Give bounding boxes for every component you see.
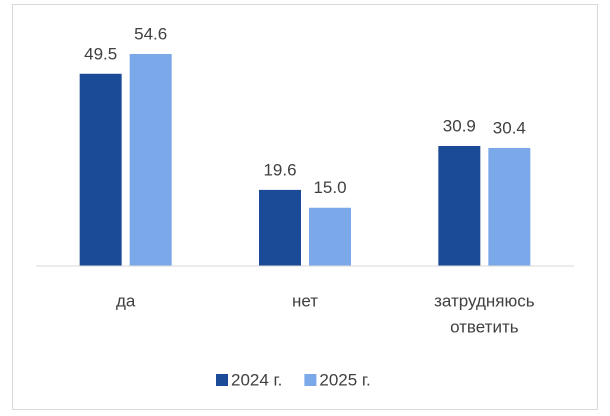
data-label: 49.5 xyxy=(84,44,117,63)
x-tick-label: затрудняюсь xyxy=(434,291,535,310)
legend-swatch xyxy=(216,374,228,386)
bar xyxy=(488,147,531,266)
data-label: 54.6 xyxy=(134,24,167,43)
data-label: 30.4 xyxy=(493,118,526,137)
bar xyxy=(309,207,351,266)
x-tick-label: нет xyxy=(292,291,318,310)
x-tick-label: ответить xyxy=(450,317,519,336)
data-label: 19.6 xyxy=(263,160,296,179)
bar xyxy=(79,73,122,267)
bar xyxy=(129,53,172,266)
data-label: 30.9 xyxy=(443,116,476,135)
legend-label: 2025 г. xyxy=(319,370,370,389)
x-tick-label: да xyxy=(116,291,136,310)
data-label: 15.0 xyxy=(313,178,346,197)
bar xyxy=(438,146,481,266)
bar xyxy=(259,189,301,266)
legend-label: 2024 г. xyxy=(231,370,282,389)
legend-swatch xyxy=(304,374,317,386)
